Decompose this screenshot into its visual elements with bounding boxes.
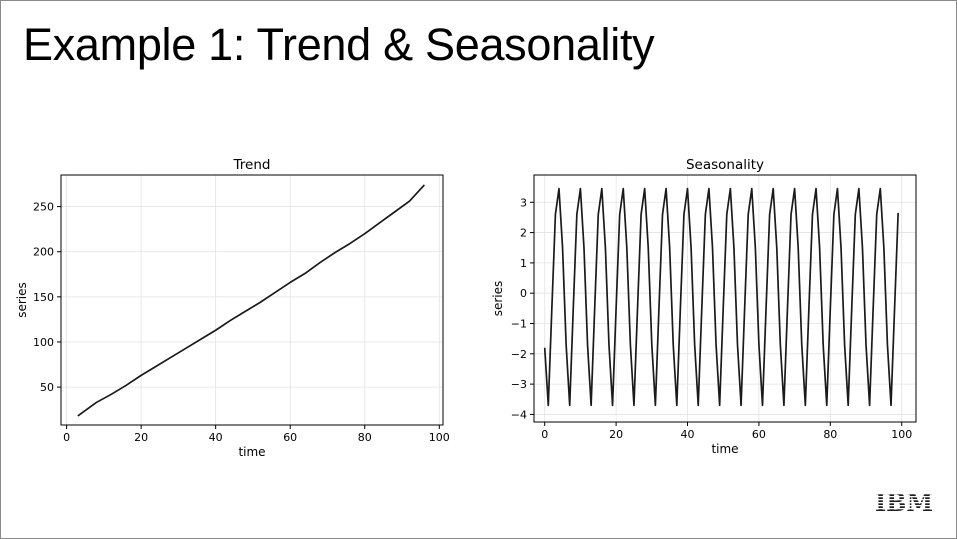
trend-xtick-label-0: 0 (63, 431, 70, 444)
trend-chart-title: Trend (233, 157, 271, 173)
ibm-logo-stripes (873, 493, 935, 513)
seasonality-ytick-label-3: 0 (520, 287, 527, 300)
seasonality-ytick-label-5: −2 (511, 348, 527, 361)
ibm-logo-stripe (873, 496, 935, 498)
slide-title: Example 1: Trend & Seasonality (23, 19, 655, 70)
seasonality-xtick-label-3: 60 (752, 428, 766, 441)
seasonality-xtick-label-5: 100 (891, 428, 912, 441)
trend-plot-frame (60, 174, 444, 426)
trend-series-line (77, 184, 425, 417)
ibm-logo-stripe (873, 502, 935, 504)
seasonality-x-axis-label: time (711, 442, 738, 456)
seasonality-ytick-label-4: −1 (511, 318, 527, 331)
ibm-logo-stripe (873, 493, 935, 495)
seasonality-ytick-label-6: −3 (511, 378, 527, 391)
seasonality-ytick-label-2: 1 (520, 257, 527, 270)
ibm-logo-stripe (873, 508, 935, 510)
seasonality-xtick-label-4: 80 (823, 428, 837, 441)
ibm-logo-stripe (873, 511, 935, 513)
trend-xtick-label-4: 80 (358, 431, 372, 444)
seasonality-chart-title: Seasonality (686, 157, 764, 173)
trend-xtick-label-1: 20 (134, 431, 148, 444)
ibm-logo-stripe (873, 505, 935, 507)
seasonality-ytick-label-7: −4 (511, 408, 527, 421)
trend-chart: 0 20 40 60 80 100 50 100 150 200 250 Trend time serie… (15, 157, 450, 459)
seasonality-xtick-label-0: 0 (541, 428, 548, 441)
ibm-logo-stripe (873, 499, 935, 501)
trend-ytick-label-0: 50 (40, 381, 54, 394)
seasonality-xtick-label-1: 20 (609, 428, 623, 441)
seasonality-chart: 0 20 40 60 80 100 3 2 1 0 −1 −2 −3 −4 Seasonality time s… (491, 157, 917, 456)
seasonality-plot-frame (533, 174, 917, 423)
trend-x-axis-label: time (238, 445, 265, 459)
trend-ytick-label-4: 250 (33, 201, 54, 214)
trend-ytick-label-2: 150 (33, 291, 54, 304)
seasonality-ytick-label-1: 2 (520, 227, 527, 240)
trend-ytick-label-3: 200 (33, 246, 54, 259)
seasonality-series-line (543, 187, 899, 407)
seasonality-y-axis-label: series (491, 281, 505, 317)
seasonality-xtick-label-2: 40 (681, 428, 695, 441)
trend-ytick-label-1: 100 (33, 336, 54, 349)
trend-xtick-label-5: 100 (429, 431, 450, 444)
ibm-logo: IBM (873, 488, 935, 516)
seasonality-ytick-label-0: 3 (520, 196, 527, 209)
trend-xtick-label-3: 60 (283, 431, 297, 444)
trend-xtick-label-2: 40 (209, 431, 223, 444)
trend-y-axis-label: series (15, 282, 29, 318)
